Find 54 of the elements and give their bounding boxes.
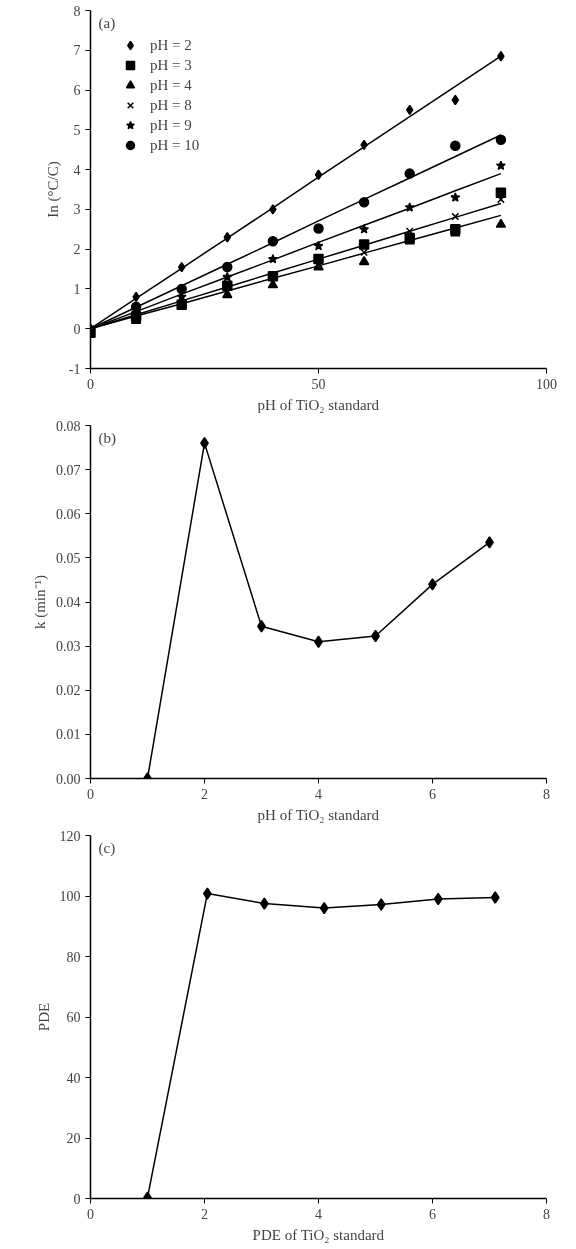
y-axis-title: In (°C/C) xyxy=(44,161,62,218)
legend-label: pH = 3 xyxy=(150,56,192,74)
y-tick-label: 0.00 xyxy=(56,771,81,787)
y-axis-title: k (min⁻¹) xyxy=(32,574,49,630)
y-tick-label: 7 xyxy=(73,43,81,59)
y-tick-label: 80 xyxy=(66,949,81,965)
y-tick-label: 100 xyxy=(59,889,81,904)
x-tick-label: 2 xyxy=(201,1206,208,1222)
x-tick-label: 2 xyxy=(201,786,208,802)
y-tick-label: 4 xyxy=(73,162,81,178)
x-tick-label: 100 xyxy=(536,376,557,392)
y-tick-label: 0.01 xyxy=(56,727,81,743)
y-tick-label: 0.07 xyxy=(56,462,81,478)
y-tick-label: 1 xyxy=(73,281,81,297)
x-tick-label: 8 xyxy=(543,786,550,802)
x-tick-label: 4 xyxy=(315,1206,322,1222)
x-axis-title: PDE of TiO₂ standard xyxy=(252,1226,385,1243)
y-tick-label: 0.08 xyxy=(56,418,81,434)
y-tick-label: 5 xyxy=(73,122,81,138)
legend-label: pH = 2 xyxy=(150,36,192,54)
y-tick-label: 8 xyxy=(73,3,81,19)
y-tick-label: 0.06 xyxy=(56,506,81,522)
x-axis-title: pH of TiO₂ standard xyxy=(257,396,380,413)
legend-label: pH = 10 xyxy=(150,136,200,154)
chart-title: (a) xyxy=(98,14,116,32)
y-tick-label: 0 xyxy=(73,1191,81,1207)
x-tick-label: 6 xyxy=(429,786,436,802)
x-tick-label: 6 xyxy=(429,1206,436,1222)
y-tick-label: 3 xyxy=(73,202,81,218)
y-tick-label: -1 xyxy=(68,361,81,377)
legend-label: pH = 8 xyxy=(150,96,192,114)
y-tick-label: 40 xyxy=(66,1070,81,1086)
x-tick-label: 0 xyxy=(87,1206,94,1222)
legend-label: pH = 4 xyxy=(150,76,192,94)
y-tick-label: 0.03 xyxy=(56,639,81,655)
y-tick-label: 20 xyxy=(66,1131,81,1146)
chart-title: (b) xyxy=(98,429,116,447)
x-tick-label: 4 xyxy=(315,786,322,802)
y-tick-label: 0.04 xyxy=(56,595,81,610)
y-tick-label: 6 xyxy=(73,83,81,99)
y-tick-label: 2 xyxy=(73,242,81,258)
x-tick-label: 8 xyxy=(543,1206,550,1222)
x-tick-label: 0 xyxy=(87,376,94,392)
x-tick-label: 0 xyxy=(87,786,94,802)
x-tick-label: 50 xyxy=(311,376,326,392)
y-tick-label: 120 xyxy=(59,828,81,844)
x-axis-title: pH of TiO₂ standard xyxy=(257,806,380,823)
legend-label: pH = 9 xyxy=(150,116,192,134)
y-axis-title: PDE xyxy=(35,1002,52,1032)
y-tick-label: 60 xyxy=(66,1010,81,1025)
chart-title: (c) xyxy=(98,839,116,857)
y-tick-label: 0.02 xyxy=(56,683,81,699)
y-tick-label: 0.05 xyxy=(56,550,81,566)
y-tick-label: 0 xyxy=(73,321,81,337)
